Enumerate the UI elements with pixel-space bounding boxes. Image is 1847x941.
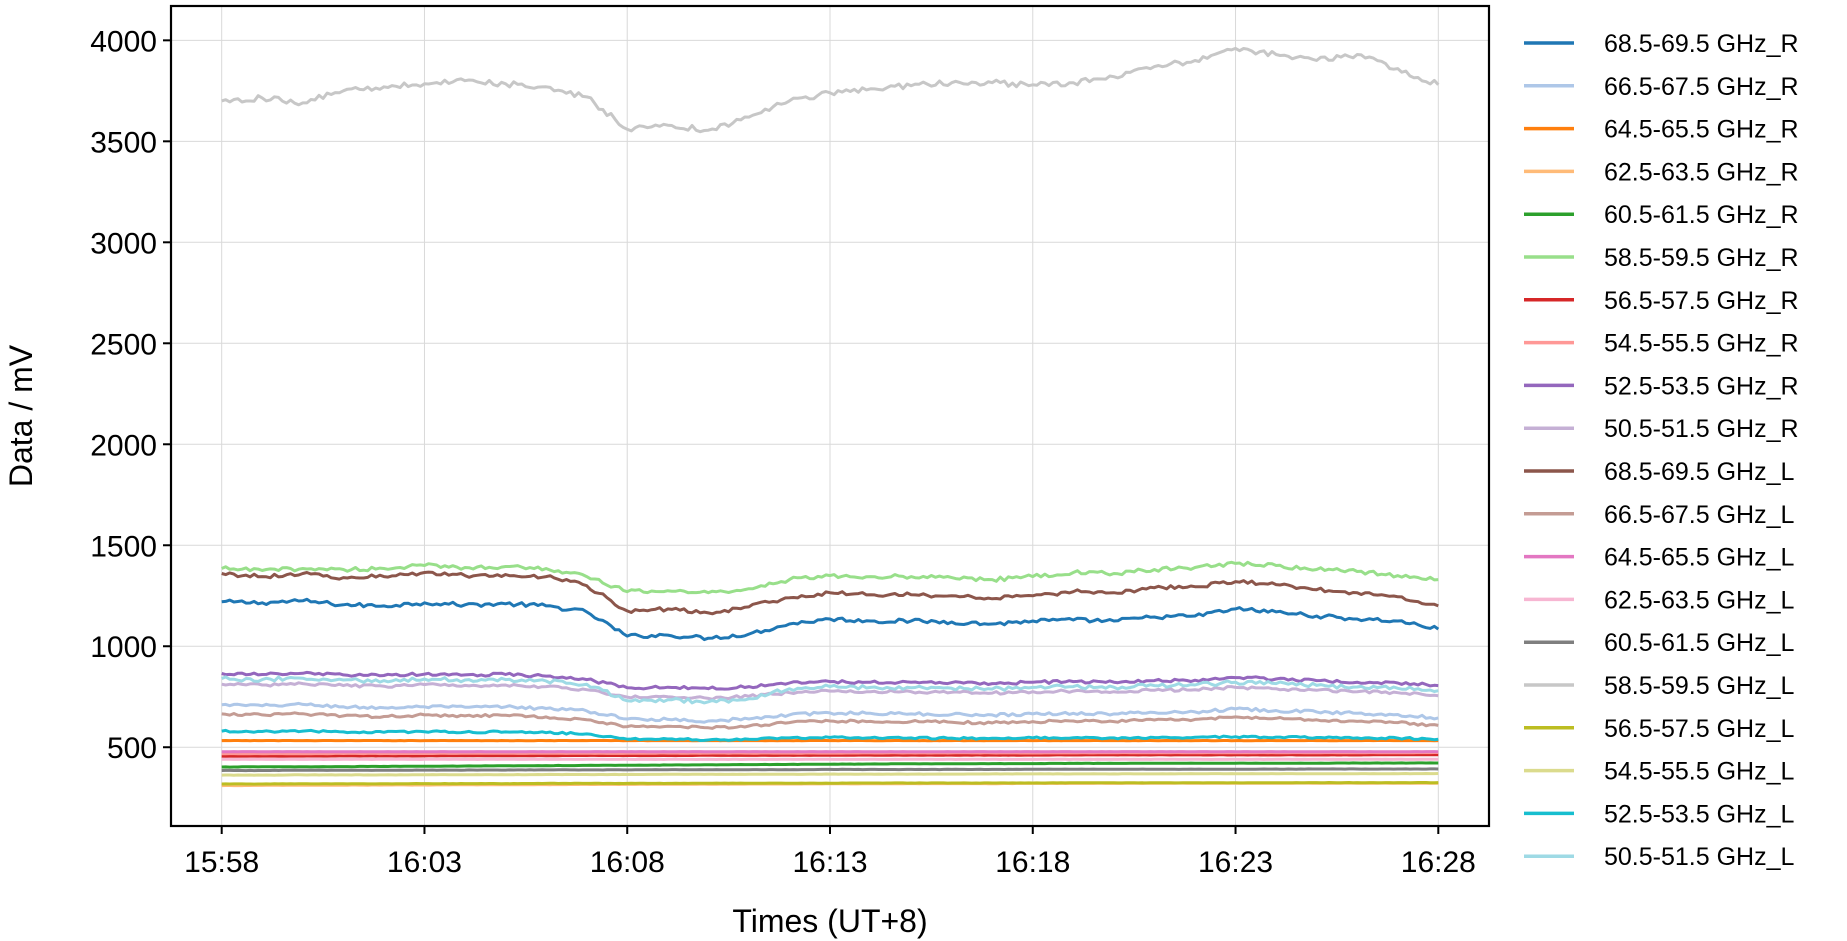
y-tick-label: 2500	[90, 328, 157, 361]
y-tick-label: 3500	[90, 126, 157, 159]
legend-item-label: 58.5-59.5 GHz_L	[1604, 672, 1794, 700]
series-line-11	[221, 570, 1439, 616]
legend-item-label: 58.5-59.5 GHz_R	[1604, 244, 1799, 272]
legend-item-label: 52.5-53.5 GHz_L	[1604, 800, 1794, 828]
axis-ticks: 15:58 16:03 16:08 16:13 16:18 16:23 16:28 500 10…	[90, 25, 1476, 879]
legend-item-label: 66.5-67.5 GHz_R	[1604, 73, 1799, 101]
legend-item-label: 56.5-57.5 GHz_R	[1604, 287, 1799, 315]
legend-item-label: 52.5-53.5 GHz_R	[1604, 372, 1799, 400]
legend-item-label: 50.5-51.5 GHz_L	[1604, 843, 1794, 871]
legend-item-label: 60.5-61.5 GHz_R	[1604, 201, 1799, 229]
x-tick-label: 16:13	[792, 846, 867, 879]
y-tick-label: 3000	[90, 227, 157, 260]
legend-item-label: 62.5-63.5 GHz_L	[1604, 586, 1794, 614]
y-tick-label: 500	[107, 732, 157, 765]
y-tick-label: 1500	[90, 530, 157, 563]
y-axis-label: Data / mV	[3, 344, 39, 487]
legend-item-label: 64.5-65.5 GHz_L	[1604, 544, 1794, 572]
legend-item-label: 66.5-67.5 GHz_L	[1604, 501, 1794, 529]
grid	[171, 6, 1489, 826]
series-line-16	[221, 46, 1440, 134]
series-line-2	[221, 701, 1439, 724]
legend-item-label: 68.5-69.5 GHz_L	[1604, 458, 1794, 486]
legend-item-label: 68.5-69.5 GHz_R	[1604, 30, 1799, 58]
x-tick-label: 16:08	[590, 846, 665, 879]
series-line-10	[221, 681, 1439, 701]
legend-item-label: 56.5-57.5 GHz_L	[1604, 715, 1794, 743]
x-tick-label: 16:28	[1401, 846, 1476, 879]
series-line-5	[221, 761, 1439, 769]
x-tick-label: 16:18	[995, 846, 1070, 879]
legend-item-label: 54.5-55.5 GHz_R	[1604, 330, 1799, 358]
series-line-19	[221, 728, 1439, 742]
y-tick-label: 4000	[90, 25, 157, 58]
series-lines	[221, 46, 1440, 788]
series-line-18	[221, 772, 1439, 777]
series-line-20	[221, 675, 1439, 705]
legend: 68.5-69.5 GHz_R 66.5-67.5 GHz_R 64.5-65.5 …	[1524, 30, 1799, 871]
series-line-17	[221, 781, 1439, 786]
legend-item-label: 62.5-63.5 GHz_R	[1604, 158, 1799, 186]
legend-item-label: 50.5-51.5 GHz_R	[1604, 415, 1799, 443]
series-line-1	[221, 597, 1440, 642]
legend-item-label: 60.5-61.5 GHz_L	[1604, 629, 1794, 657]
x-tick-label: 16:23	[1198, 846, 1273, 879]
series-line-6	[221, 560, 1439, 595]
series-line-15	[221, 767, 1439, 773]
series-line-7	[221, 753, 1439, 758]
series-line-12	[221, 711, 1439, 730]
x-tick-label: 16:03	[387, 846, 462, 879]
series-line-9	[221, 670, 1439, 691]
x-axis-label: Times (UT+8)	[732, 903, 927, 939]
y-tick-label: 2000	[90, 429, 157, 462]
legend-item-label: 54.5-55.5 GHz_L	[1604, 758, 1794, 786]
y-tick-label: 1000	[90, 631, 157, 664]
legend-item-label: 64.5-65.5 GHz_R	[1604, 116, 1799, 144]
x-tick-label: 15:58	[184, 846, 259, 879]
